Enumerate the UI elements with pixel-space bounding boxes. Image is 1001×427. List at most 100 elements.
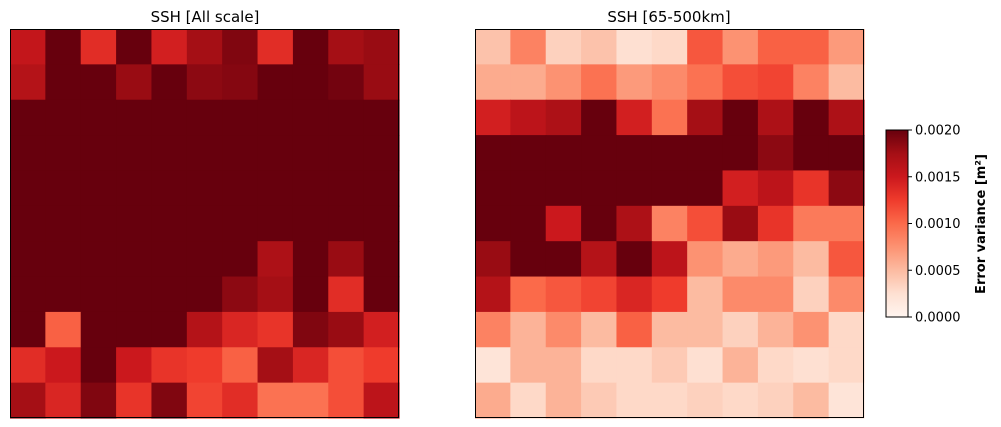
heatmap-cell [116,64,153,101]
heatmap-cell [722,276,759,313]
heatmap-cell [510,64,547,101]
heatmap-cell [722,311,759,348]
heatmap-cell [545,276,582,313]
colorbar-label: Error variance [m²] [974,154,989,294]
heatmap-cell [757,311,794,348]
heatmap-cell [45,64,82,101]
heatmap-cell [363,170,400,207]
heatmap-cell [722,241,759,278]
heatmap-cell [475,135,511,172]
heatmap-cell [257,205,294,242]
heatmap-cell [722,64,759,101]
heatmap-cell [475,241,511,278]
heatmap-cell [581,382,618,419]
heatmap-cell [222,64,259,101]
heatmap-cell [10,276,46,313]
heatmap-cell [616,276,653,313]
heatmap-cell [793,311,830,348]
heatmap-cell [186,29,223,65]
heatmap-cell [186,99,223,136]
heatmap-cell [651,205,688,242]
heatmap-cell [222,170,259,207]
heatmap-cell [722,170,759,207]
heatmap-cell [545,347,582,384]
heatmap-cell [757,99,794,136]
heatmap-cell [651,311,688,348]
heatmap-cell [793,135,830,172]
heatmap-cell [222,276,259,313]
heatmap-cell [363,241,400,278]
heatmap-cell [828,170,865,207]
heatmap-cell [616,347,653,384]
heatmap-cell [616,135,653,172]
heatmap-cell [757,170,794,207]
heatmap-cell [828,347,865,384]
heatmap-cell [151,29,188,65]
heatmap-cell [292,382,329,419]
heatmap-cell [793,99,830,136]
heatmap-cell [363,29,400,65]
heatmap-cell [257,29,294,65]
heatmap-cell [328,29,365,65]
heatmap-cell [363,347,400,384]
heatmap-cell [186,276,223,313]
heatmap-cell [10,311,46,348]
heatmap-cell [151,382,188,419]
heatmap-cell [651,276,688,313]
heatmap-cell [475,347,511,384]
heatmap-cell [651,347,688,384]
heatmap-cell [80,64,117,101]
heatmap-cell [116,276,153,313]
heatmap-cell [257,99,294,136]
heatmap-cell [151,241,188,278]
heatmap-cell [151,311,188,348]
heatmap-cell [222,347,259,384]
heatmap-cell [10,241,46,278]
heatmap-cell [257,64,294,101]
heatmap-cell [292,135,329,172]
heatmap-cell [793,382,830,419]
heatmap-cell [651,382,688,419]
heatmap-cell [10,64,46,101]
heatmap-cell [80,241,117,278]
heatmap-cell [545,170,582,207]
heatmap-cell [651,64,688,101]
heatmap-cell [257,170,294,207]
heatmap-cell [80,29,117,65]
heatmap-cell [581,311,618,348]
heatmap-cell [10,135,46,172]
heatmap-cell [828,241,865,278]
heatmap-cell [257,382,294,419]
heatmap-cell [722,382,759,419]
heatmap-cell [545,382,582,419]
heatmap-cell [475,382,511,419]
heatmap-cell [757,276,794,313]
heatmap-cell [363,64,400,101]
colorbar-tick-label: 0.0020 [915,124,961,139]
heatmap-cell [363,276,400,313]
heatmap-cell [10,29,46,65]
heatmap-cell [328,276,365,313]
heatmap-cell [257,347,294,384]
heatmap-cell [581,205,618,242]
colorbar-tick-label: 0.0000 [915,311,961,326]
heatmap-cell [186,311,223,348]
heatmap-cell [116,311,153,348]
colorbar-tick-label: 0.0005 [915,264,961,279]
heatmap-cell [757,347,794,384]
heatmap-cell [722,99,759,136]
heatmap-cell [10,205,46,242]
heatmap-cell [116,241,153,278]
heatmap-cell [651,241,688,278]
heatmap-frame-all-scale [10,29,399,418]
heatmap-cell [186,205,223,242]
heatmap-cell [116,99,153,136]
heatmap-cell [151,170,188,207]
heatmap-cell [80,276,117,313]
heatmap-cell [510,347,547,384]
chart-title-all-scale: SSH [All scale] [151,8,260,26]
heatmap-cell [116,205,153,242]
heatmap-cell [545,99,582,136]
heatmap-cell [80,347,117,384]
heatmap-cell [722,29,759,65]
